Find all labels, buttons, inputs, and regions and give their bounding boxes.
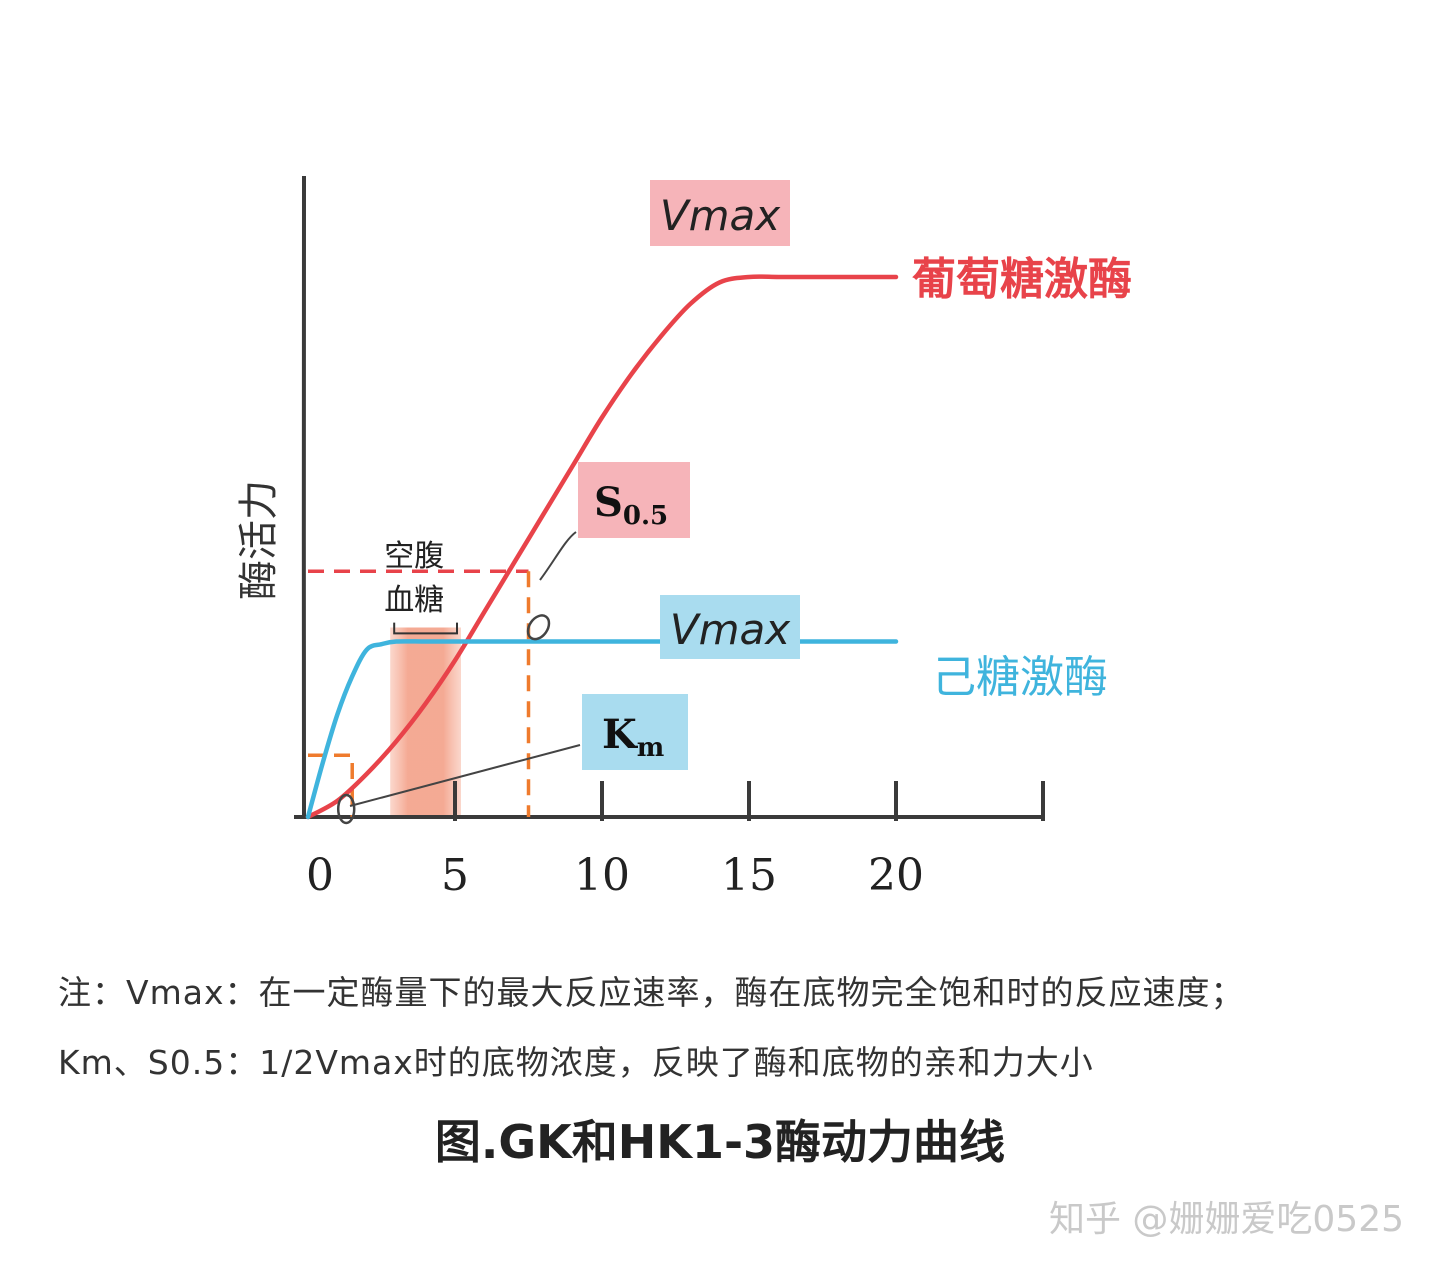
x-tick-label: 20 [868,850,924,901]
x-tick-label: 0 [306,850,334,901]
series-line-gk [305,274,899,820]
km-box [582,694,688,770]
x-tick-label: 10 [574,850,630,901]
fasting-glucose-bracket [393,622,458,635]
x-tick-label: 15 [721,850,777,901]
s05-label-sub: 0.5 [623,501,668,531]
note-line-2: Km、S0.5：1/2Vmax时的底物浓度，反映了酶和底物的亲和力大小 [58,1043,1094,1082]
vmax-label-hk: Vmax [670,605,791,654]
fasting-glucose-band [390,627,461,817]
s05-marker [526,614,551,641]
y-axis-label: 酶活力 [236,480,282,600]
km-label: Km [602,711,664,763]
km-marker [336,793,356,825]
chart: 空腹 血糖 0 5 10 15 20 酶活力 葡萄糖激酶 己糖激酶 Vmax Vmax … [236,175,1132,901]
x-tick-label: 5 [441,850,469,901]
s05-label: S0.5 [594,479,668,531]
series-label-gk: 葡萄糖激酶 [912,254,1132,305]
watermark: 知乎 @姗姗爱吃0525 [1048,1199,1404,1240]
s05-box [578,462,690,538]
vmax-label-gk: Vmax [660,191,781,240]
fasting-glucose-label-line2: 血糖 [384,583,444,618]
vmax-box-hk [660,595,800,659]
km-label-sub: m [637,733,665,763]
y-axis [301,175,307,820]
km-label-main: K [602,711,638,758]
fasting-glucose-label-line1: 空腹 [384,539,444,574]
km-pointer [349,744,581,807]
s05-label-main: S [594,479,623,526]
s05-pointer [539,531,577,581]
series-label-hk: 己糖激酶 [932,652,1108,703]
figure-caption: 图.GK和HK1-3酶动力曲线 [434,1115,1006,1169]
vmax-box-gk [650,180,790,246]
note-line-1: 注：Vmax：在一定酶量下的最大反应速率，酶在底物完全饱和时的反应速度； [58,973,1245,1012]
